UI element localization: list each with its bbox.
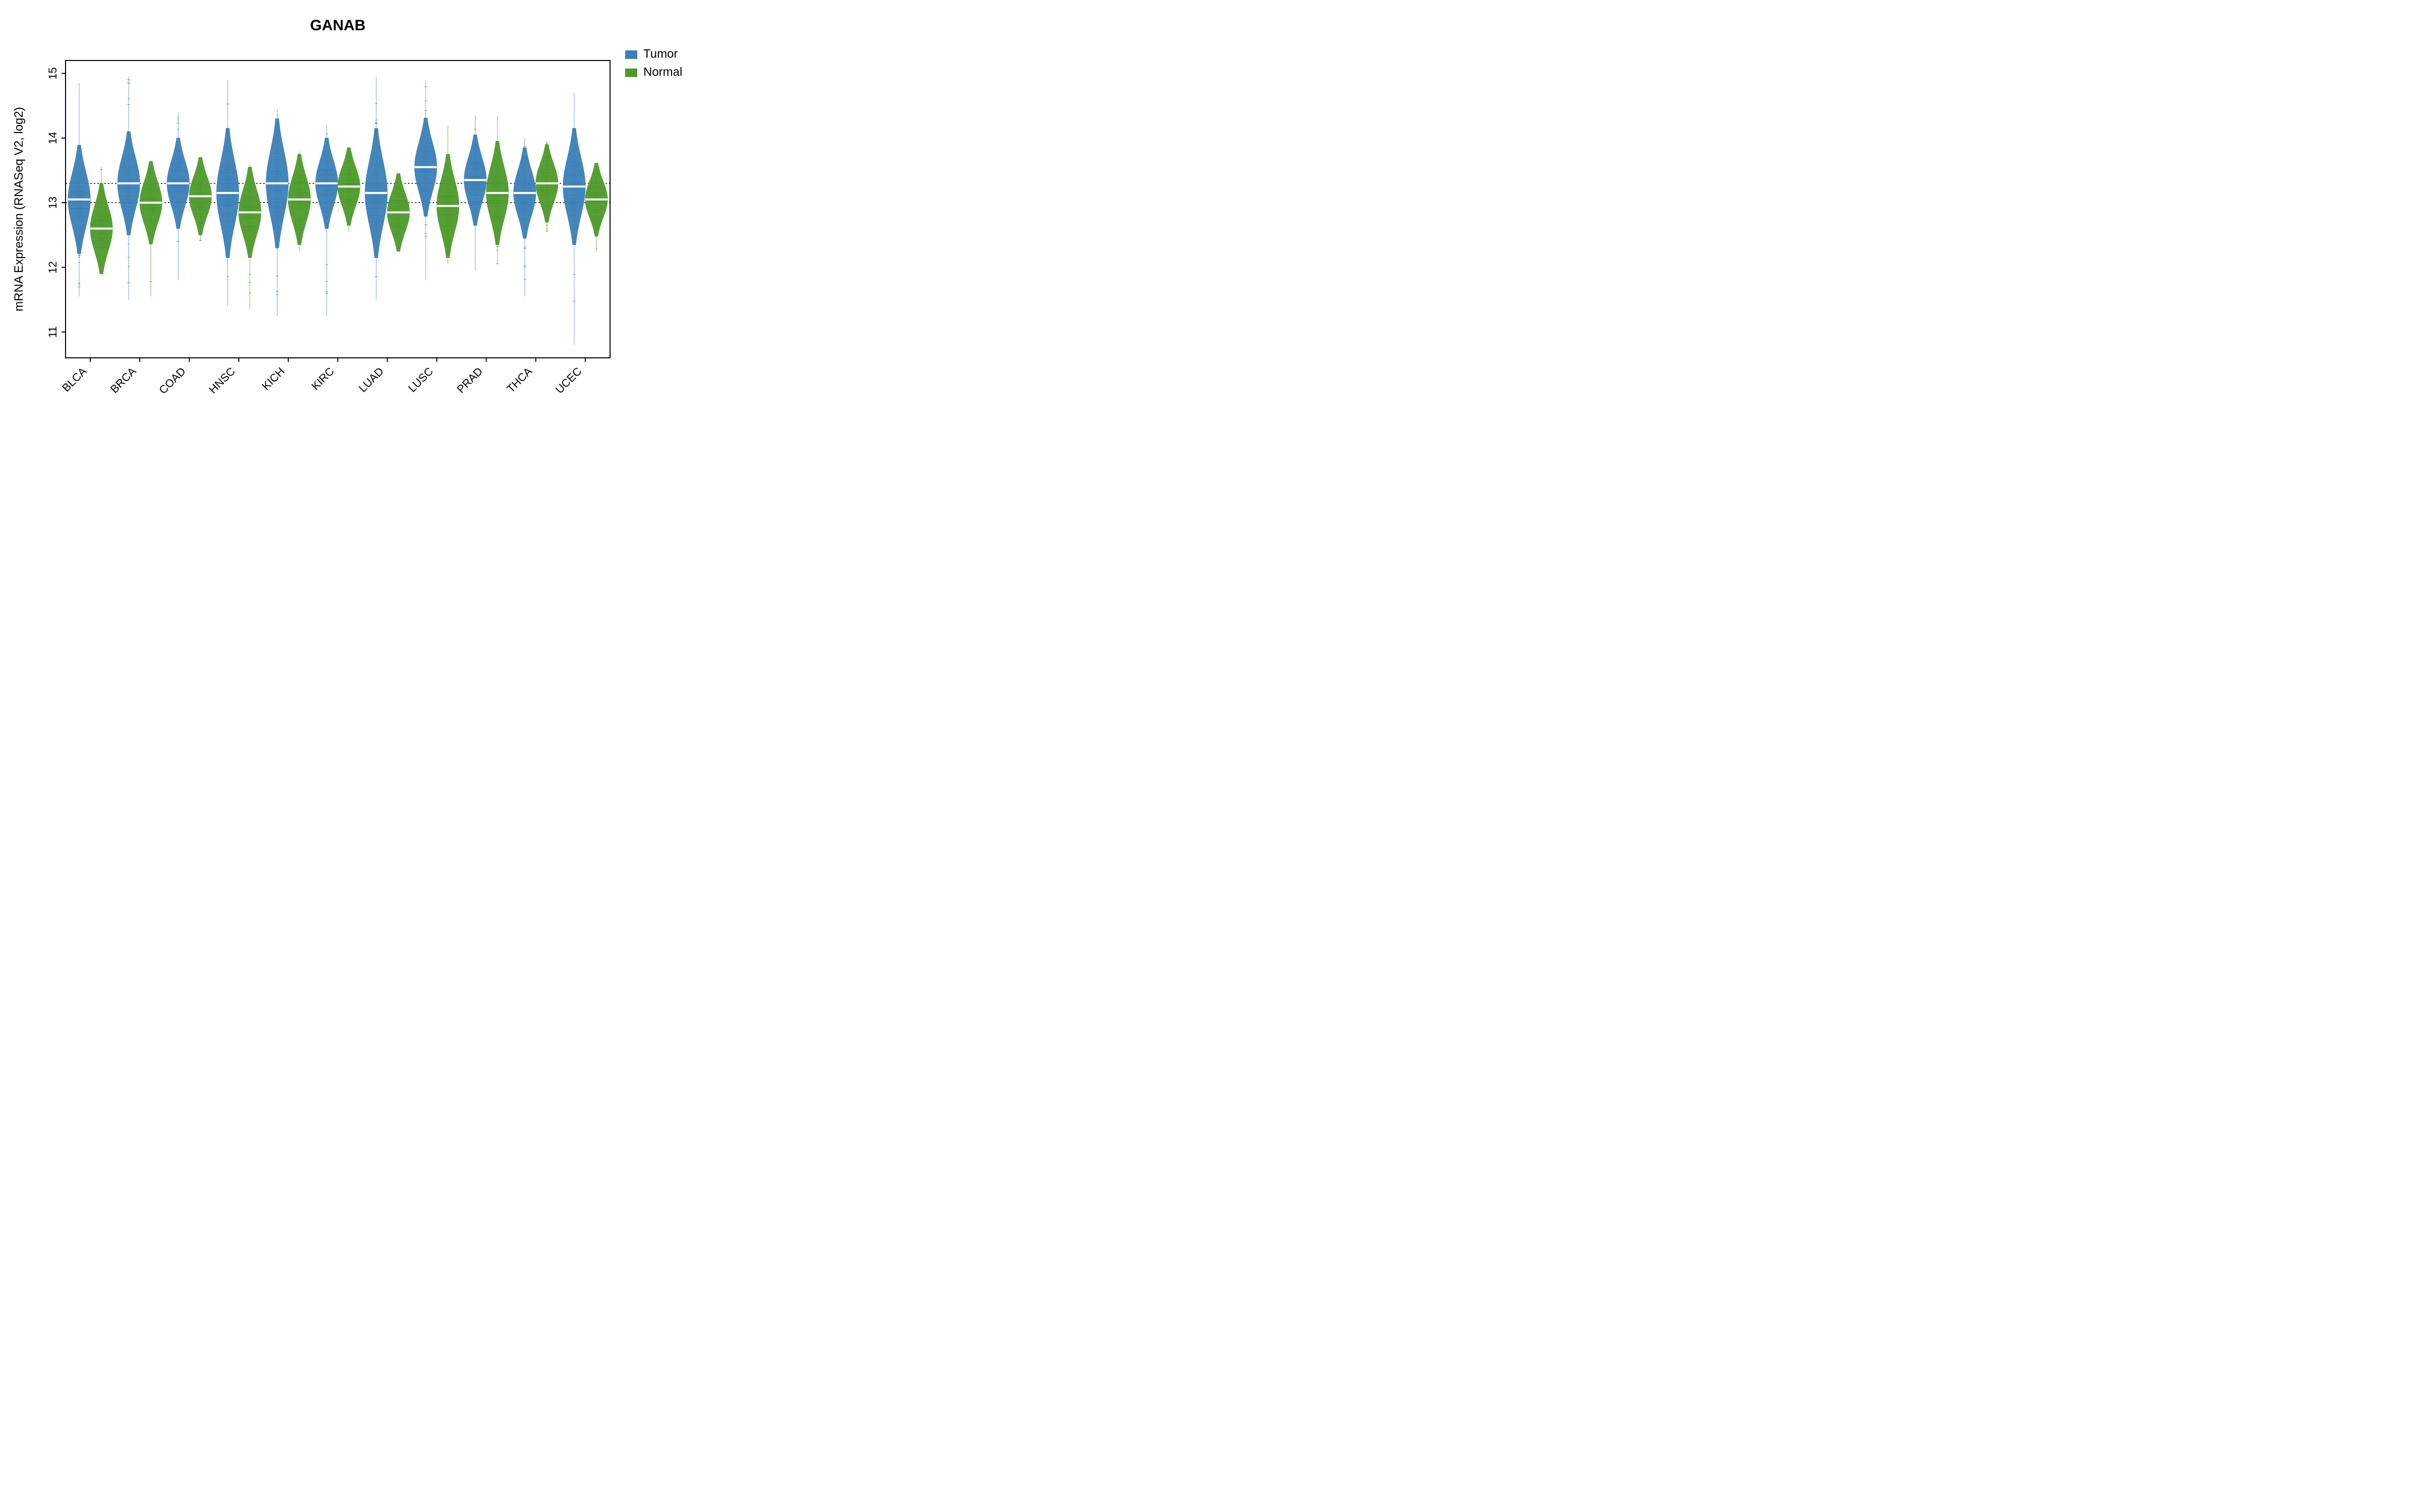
x-tick-label: THCA [504,365,534,395]
x-tick-label: PRAD [454,365,485,396]
chart-title: GANAB [310,17,366,34]
x-tick-label: HNSC [206,365,237,396]
y-tick-label: 11 [46,326,59,338]
legend-label-normal: Normal [643,65,682,79]
y-axis-label: mRNA Expression (RNASeq V2, log2) [12,107,26,311]
x-tick-label: KIRC [309,365,337,393]
y-tick-label: 12 [46,261,59,273]
y-tick-label: 14 [46,132,59,144]
x-tick-label: LUSC [406,365,436,395]
x-tick-label: UCEC [553,365,584,396]
chart-container: GANAB 11 12 13 14 15 mRNA Expression (RNASeq V… [0,0,726,454]
x-tick-label: BRCA [108,365,139,396]
legend-swatch-tumor [625,50,637,59]
legend-label-tumor: Tumor [643,47,678,60]
x-tick-label: KICH [260,365,287,393]
legend-swatch-normal [625,69,637,77]
x-tick-label: COAD [156,365,188,397]
y-tick-label: 13 [46,197,59,209]
chart-svg: GANAB 11 12 13 14 15 mRNA Expression (RNASeq V… [0,0,726,454]
y-tick-label: 15 [46,67,59,79]
x-tick-label: BLCA [59,365,89,395]
x-tick-label: LUAD [356,365,386,395]
